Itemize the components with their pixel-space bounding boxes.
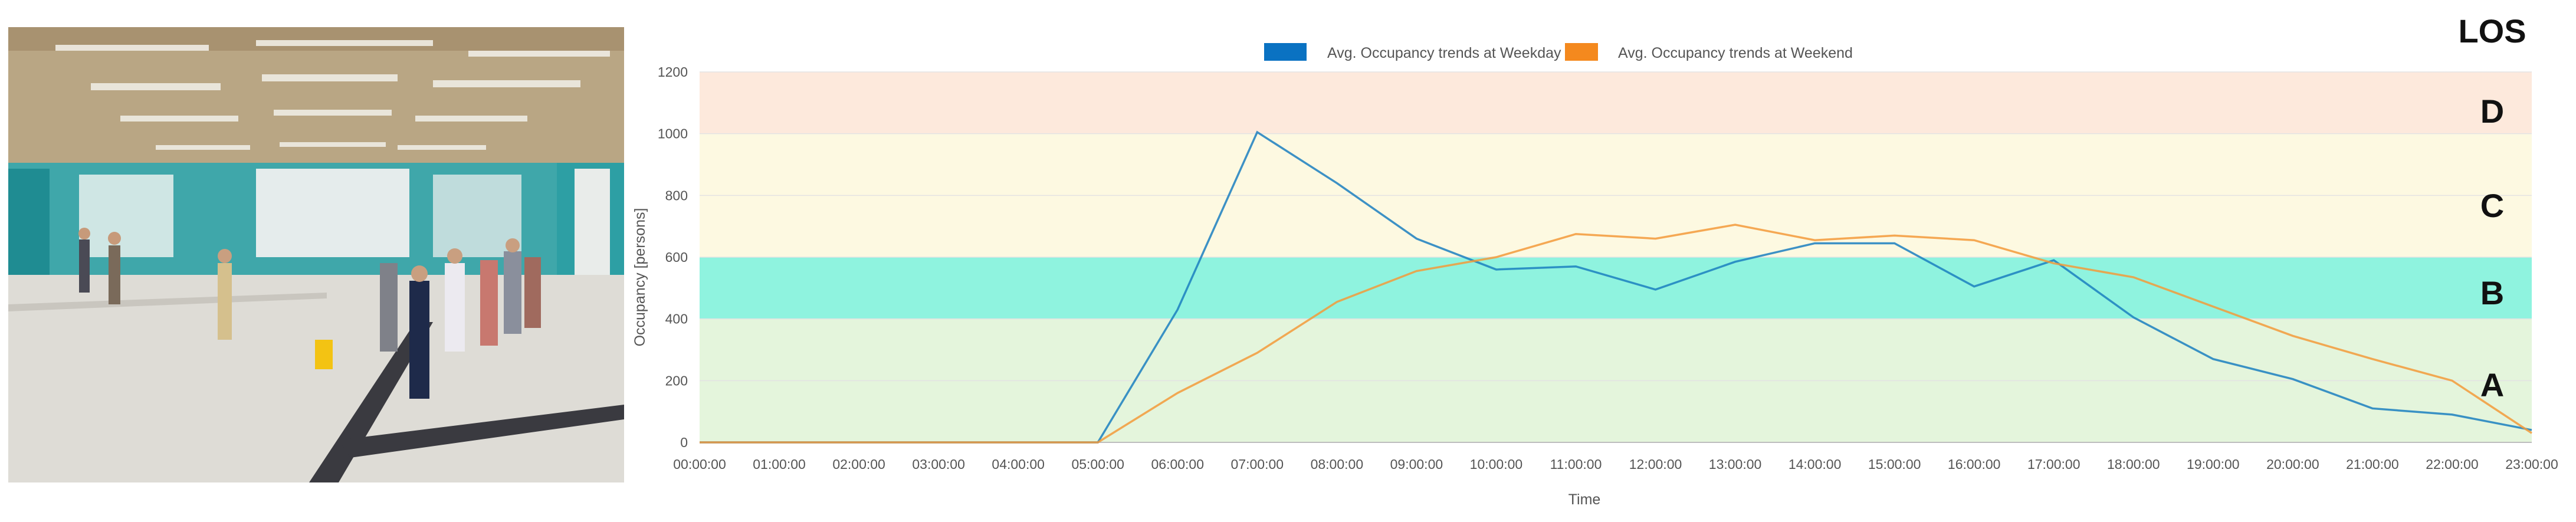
los-label-b: B xyxy=(2480,274,2504,311)
crowd xyxy=(78,228,541,399)
legend-label-weekday: Avg. Occupancy trends at Weekday xyxy=(1327,45,1561,61)
x-tick-label: 12:00:00 xyxy=(1629,457,1682,472)
x-tick-label: 00:00:00 xyxy=(673,457,726,472)
x-axis-ticks: 00:00:00 01:00:00 02:00:00 03:00:00 04:00:00… xyxy=(673,457,2558,472)
los-heading: LOS xyxy=(2458,12,2526,50)
x-tick-label: 02:00:00 xyxy=(832,457,885,472)
x-tick-label: 13:00:00 xyxy=(1709,457,1762,472)
y-axis-ticks: 0 200 400 600 800 1000 1200 xyxy=(658,64,688,450)
legend: Avg. Occupancy trends at Weekday Avg. Oc… xyxy=(1264,43,1853,61)
los-label-c: C xyxy=(2480,187,2504,224)
x-tick-label: 16:00:00 xyxy=(1948,457,2001,472)
x-axis-title: Time xyxy=(1568,491,1601,508)
x-tick-label: 07:00:00 xyxy=(1231,457,1284,472)
station-concourse-photo xyxy=(8,27,624,482)
y-axis-title: Occupancy [persons] xyxy=(632,208,648,347)
x-tick-label: 08:00:00 xyxy=(1311,457,1364,472)
legend-swatch-weekend xyxy=(1565,43,1598,61)
x-tick-label: 23:00:00 xyxy=(2505,457,2558,472)
x-tick-label: 20:00:00 xyxy=(2266,457,2319,472)
los-label-d: D xyxy=(2480,93,2504,130)
y-tick-label: 200 xyxy=(665,373,688,388)
legend-label-weekend: Avg. Occupancy trends at Weekend xyxy=(1618,45,1853,61)
series-weekend-line xyxy=(700,224,2532,444)
x-tick-label: 19:00:00 xyxy=(2187,457,2240,472)
los-label-a: A xyxy=(2480,366,2504,403)
x-tick-label: 10:00:00 xyxy=(1470,457,1523,472)
x-tick-label: 14:00:00 xyxy=(1789,457,1842,472)
x-tick-label: 03:00:00 xyxy=(912,457,965,472)
x-tick-label: 09:00:00 xyxy=(1390,457,1443,472)
x-tick-label: 04:00:00 xyxy=(992,457,1045,472)
x-tick-label: 22:00:00 xyxy=(2426,457,2479,472)
x-tick-label: 05:00:00 xyxy=(1071,457,1124,472)
x-tick-label: 11:00:00 xyxy=(1550,457,1602,472)
legend-swatch-weekday xyxy=(1264,43,1307,61)
los-band-d xyxy=(700,72,2532,134)
y-tick-label: 0 xyxy=(680,435,688,450)
los-band-b xyxy=(700,257,2532,319)
occupancy-chart: 0 200 400 600 800 1000 1200 00:00:00 01:00:00 02… xyxy=(632,12,2558,508)
y-tick-label: 600 xyxy=(665,249,688,265)
y-tick-label: 1000 xyxy=(658,126,688,142)
y-tick-label: 800 xyxy=(665,188,688,203)
x-tick-label: 01:00:00 xyxy=(753,457,806,472)
y-tick-label: 400 xyxy=(665,311,688,327)
photo-illustration xyxy=(8,27,624,482)
x-tick-label: 15:00:00 xyxy=(1868,457,1921,472)
x-tick-label: 18:00:00 xyxy=(2107,457,2160,472)
x-tick-label: 17:00:00 xyxy=(2027,457,2081,472)
x-tick-label: 21:00:00 xyxy=(2346,457,2399,472)
ceiling-lights xyxy=(55,40,610,150)
y-tick-label: 1200 xyxy=(658,64,688,80)
x-tick-label: 06:00:00 xyxy=(1151,457,1204,472)
